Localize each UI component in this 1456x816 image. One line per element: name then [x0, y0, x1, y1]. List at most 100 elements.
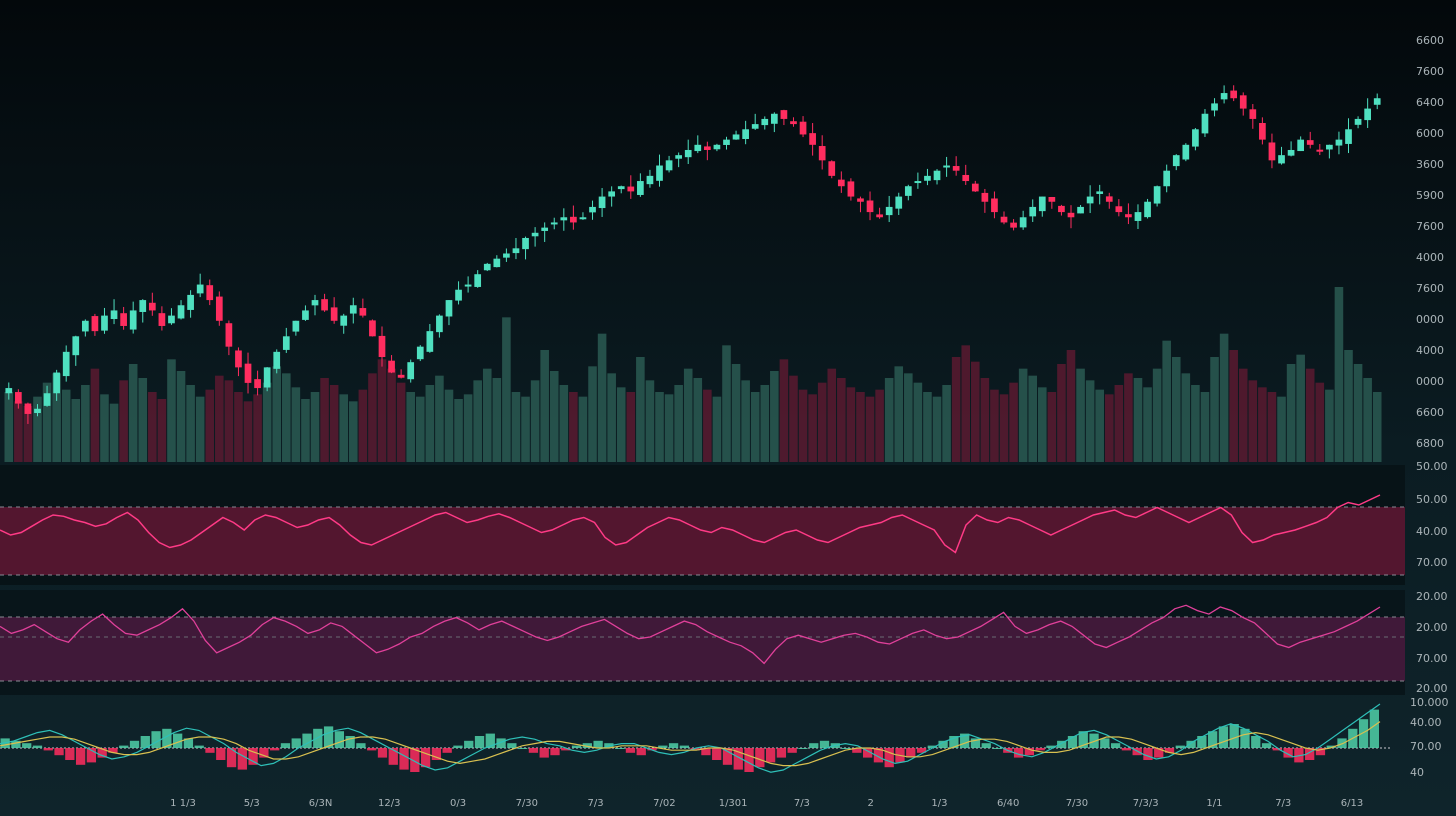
macd-histogram-bar: [1197, 736, 1207, 748]
volume-bar: [999, 394, 1009, 462]
macd-histogram-bar: [43, 748, 53, 751]
volume-bar: [482, 368, 492, 462]
candle-body: [617, 186, 625, 190]
candle-body: [158, 313, 166, 326]
macd-histogram-bar: [528, 748, 539, 753]
candle-body: [24, 403, 32, 414]
price-tick-label: 0000: [1416, 375, 1444, 388]
price-tick-label: 6800: [1416, 437, 1444, 450]
macd-histogram-bar: [248, 748, 258, 765]
candle-body: [1192, 129, 1199, 147]
candle-body: [1239, 95, 1247, 109]
stochastic-tick-label: 20.00: [1416, 590, 1448, 603]
volume-bar: [789, 375, 798, 462]
volume-bar: [272, 366, 282, 462]
volume-bar: [4, 392, 14, 462]
volume-bar: [980, 378, 990, 462]
stochastic-tick-label: 70.00: [1416, 652, 1448, 665]
macd-histogram-bar: [420, 748, 431, 768]
volume-bar: [349, 401, 358, 462]
macd-histogram-bar: [205, 748, 215, 753]
volume-bar: [578, 396, 588, 462]
macd-histogram-bar: [809, 743, 819, 748]
candle-body: [1182, 144, 1190, 160]
candle-body: [646, 175, 654, 185]
candle-body: [1134, 212, 1142, 221]
volume-bar: [1171, 357, 1181, 462]
volume-bar: [741, 380, 750, 462]
candle-body: [1345, 129, 1352, 144]
candle-body: [828, 161, 836, 176]
price-tick-label: 4000: [1416, 344, 1444, 357]
macd-histogram-bar: [302, 733, 312, 748]
candle-body: [1153, 186, 1161, 204]
candle-body: [1220, 93, 1228, 100]
macd-histogram-bar: [625, 748, 636, 753]
macd-histogram-bar: [507, 743, 517, 748]
macd-histogram-bar: [916, 748, 927, 753]
candle-body: [1249, 109, 1257, 119]
candle-body: [857, 198, 864, 202]
candle-body: [5, 388, 13, 394]
candle-body: [952, 166, 960, 171]
volume-bar: [339, 394, 348, 462]
volume-bar: [1363, 378, 1372, 462]
price-tick-label: 7600: [1416, 65, 1444, 78]
candle-body: [1144, 201, 1151, 218]
volume-bar: [1334, 287, 1344, 462]
macd-histogram-bar: [571, 745, 582, 748]
candle-body: [522, 237, 529, 250]
macd-tick-label: 70.00: [1410, 740, 1442, 753]
candle-body: [598, 196, 606, 209]
volume-bar: [971, 361, 980, 462]
candle-body: [512, 248, 520, 254]
time-tick-label: 1 1/3: [170, 798, 196, 809]
macd-histogram-bar: [647, 748, 657, 751]
volume-bar: [722, 345, 731, 462]
macd-histogram-bar: [356, 743, 366, 748]
macd-histogram-bar: [765, 748, 776, 763]
macd-histogram-bar: [1369, 709, 1379, 748]
volume-bar: [1104, 394, 1114, 462]
macd-histogram-bar: [11, 740, 21, 748]
candle-body: [656, 165, 663, 181]
volume-bar: [827, 368, 837, 462]
candle-body: [560, 217, 568, 221]
volume-bar: [990, 389, 999, 462]
candle-body: [129, 310, 137, 330]
candle-body: [254, 379, 261, 389]
candle-body: [378, 335, 386, 358]
macd-histogram-bar: [1121, 748, 1132, 751]
candle-body: [809, 133, 816, 145]
volume-bar: [731, 364, 741, 462]
volume-bar: [262, 382, 272, 462]
candle-body: [407, 362, 415, 380]
macd-histogram-bar: [841, 748, 851, 749]
volume-bar: [148, 392, 157, 462]
macd-histogram-bar: [1100, 738, 1110, 748]
macd-histogram-bar: [1283, 748, 1293, 758]
macd-histogram-bar: [345, 736, 355, 748]
macd-histogram-bar: [1305, 748, 1315, 760]
candle-body: [541, 227, 549, 231]
time-tick-label: 6/40: [997, 798, 1019, 809]
volume-bar: [435, 375, 444, 462]
volume-bar: [176, 371, 186, 462]
stochastic-axis: 20.00 20.00 70.00 20.00: [1416, 590, 1448, 695]
candle-body: [1067, 212, 1075, 218]
volume-bar: [1372, 392, 1382, 462]
candle-body: [924, 175, 931, 181]
candle-body: [732, 134, 740, 140]
volume-bar: [1277, 396, 1286, 462]
macd-histogram-bar: [755, 748, 765, 768]
candle-body: [101, 315, 108, 331]
macd-histogram-bar: [65, 748, 75, 760]
macd-histogram-bar: [1046, 745, 1056, 748]
volume-bar: [1124, 373, 1133, 462]
macd-histogram-bar: [431, 748, 442, 760]
rsi-panel: [0, 465, 1405, 585]
volume-bar: [473, 380, 482, 462]
candle-body: [235, 350, 242, 368]
volume-bar: [492, 378, 502, 462]
